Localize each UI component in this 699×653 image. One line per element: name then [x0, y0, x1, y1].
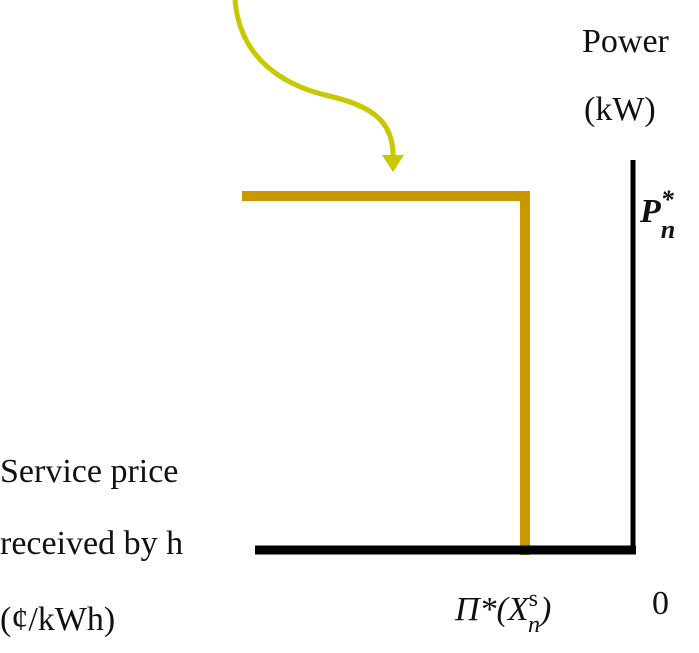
y-axis-label: (kW) — [584, 91, 656, 128]
price-prefix: Π*( — [454, 591, 511, 628]
origin-label: 0 — [652, 585, 669, 622]
arrow-head — [382, 155, 404, 172]
curved-arrow — [232, 0, 396, 161]
y-axis-label: Power — [582, 23, 670, 60]
price-label: Π*(Xs n) — [454, 586, 551, 638]
price-sup: s — [529, 586, 538, 612]
level-base: P — [639, 193, 661, 230]
x-axis-label: (¢/kWh) — [0, 601, 115, 638]
price-sub: n — [528, 612, 540, 638]
price-base: X — [506, 591, 530, 628]
level-sup: * — [661, 185, 675, 214]
price-suffix: ) — [538, 591, 551, 628]
level-label: P* n — [639, 185, 675, 244]
x-axis-label: Service price — [0, 453, 178, 490]
x-axis-label: received by h — [0, 525, 183, 562]
level-sub: n — [661, 215, 675, 244]
